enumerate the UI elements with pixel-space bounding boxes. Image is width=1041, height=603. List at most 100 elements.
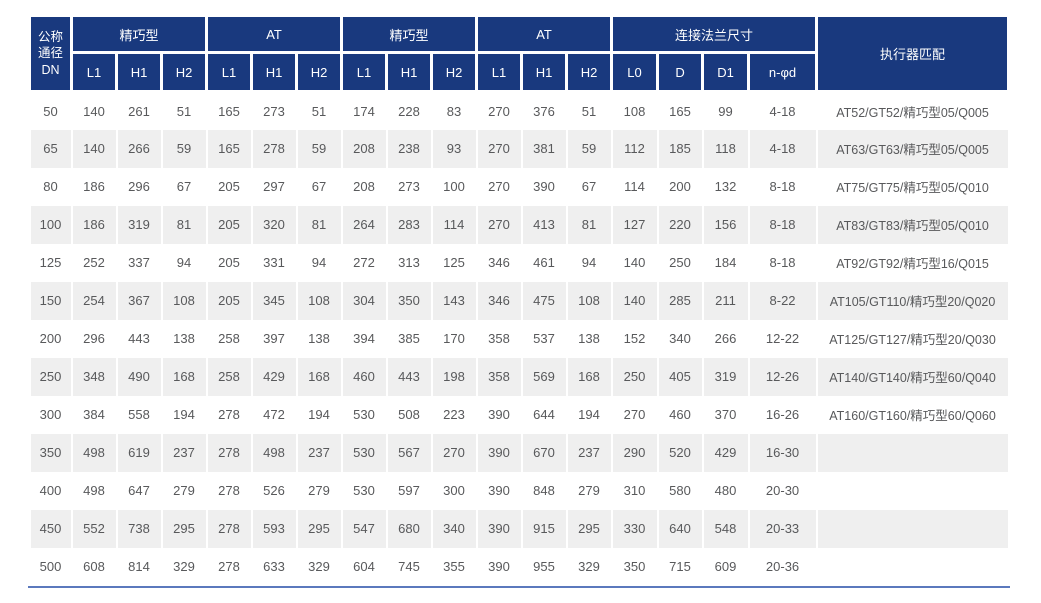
dimension-cell: 394 [340,319,388,358]
dimension-cell: 8-18 [747,167,818,206]
sub-header-h1: H1 [385,51,434,93]
group-header-at-2: AT [475,14,614,54]
dimension-cell: 331 [250,243,298,282]
dimension-cell: 252 [70,243,118,282]
dimension-cell: 508 [385,395,433,434]
dimension-cell: 460 [656,395,704,434]
dimension-cell: 67 [295,167,343,206]
dimension-cell: 270 [475,129,523,168]
table-header: 公称 通径 DN 精巧型 AT 精巧型 AT 连接法兰尺寸 执行器匹配 L1 H… [28,14,1010,93]
dimension-cell: 67 [565,167,613,206]
dimension-cell: 108 [610,91,659,130]
dimension-cell: 258 [205,319,253,358]
dimension-cell: 184 [701,243,750,282]
dimension-cell: 310 [610,471,659,510]
dimension-cell: 738 [115,509,163,548]
dimension-cell: 355 [430,547,478,586]
dimension-cell: 94 [160,243,208,282]
dimension-cell: 285 [656,281,704,320]
dimension-cell: 278 [205,509,253,548]
dn-cell: 400 [28,471,73,510]
sub-header-row: L1 H1 H2 L1 H1 H2 L1 H1 H2 L1 H1 H2 L0 D… [30,51,1009,93]
dimension-cell: 156 [701,205,750,244]
col-header-actuator: 执行器匹配 [815,14,1010,93]
dimension-cell: 358 [475,319,523,358]
dimension-cell: 295 [160,509,208,548]
dimension-cell: 390 [475,433,523,472]
dimension-cell: 279 [160,471,208,510]
dimension-cell: 114 [610,167,659,206]
dimension-cell: 220 [656,205,704,244]
dimension-cell: 490 [115,357,163,396]
table-row: 100 186 319 81 205 320 81 264 283 114 270 413 81 127 2… [28,205,1010,244]
dimension-cell: 390 [475,509,523,548]
dimension-cell: 250 [656,243,704,282]
dimension-cell: 67 [160,167,208,206]
dimension-cell: 272 [340,243,388,282]
dimension-cell: 108 [160,281,208,320]
dn-cell: 250 [28,357,73,396]
actuator-cell: AT52/GT52/精巧型05/Q005 [815,91,1010,130]
dimension-cell: 273 [250,91,298,130]
dimension-cell: 20-36 [747,547,818,586]
dimension-cell: 537 [520,319,568,358]
dimension-cell: 520 [656,433,704,472]
dimension-cell: 186 [70,167,118,206]
sub-header-l1: L1 [475,51,524,93]
actuator-cell: AT160/GT160/精巧型60/Q060 [815,395,1010,434]
dn-cell: 50 [28,91,73,130]
dimension-cell: 304 [340,281,388,320]
dn-cell: 80 [28,167,73,206]
table-row: 125 252 337 94 205 331 94 272 313 125 346 461 94 140 2… [28,243,1010,282]
dimension-cell: 530 [340,433,388,472]
dimension-cell: 558 [115,395,163,434]
group-header-row: 公称 通径 DN 精巧型 AT 精巧型 AT 连接法兰尺寸 执行器匹配 [28,14,1010,93]
dimension-cell: 319 [115,205,163,244]
dimension-cell: 20-33 [747,509,818,548]
dimension-cell: 319 [701,357,750,396]
sub-header-h1: H1 [520,51,569,93]
table-row: 350 498 619 237 278 498 237 530 567 270 390 670 237 2… [28,433,1010,472]
dn-cell: 450 [28,509,73,548]
sub-header-l1: L1 [340,51,389,93]
dimension-cell: 140 [70,91,118,130]
dimension-cell: 814 [115,547,163,586]
dimension-cell: 580 [656,471,704,510]
sub-header-l0: L0 [610,51,660,93]
dimension-cell: 140 [70,129,118,168]
dimension-cell: 270 [475,205,523,244]
sub-header-h1: H1 [115,51,163,93]
actuator-cell [815,547,1010,586]
dimension-cell: 296 [115,167,163,206]
dimension-cell: 498 [70,471,118,510]
dimension-cell: 390 [520,167,568,206]
group-header-flange: 连接法兰尺寸 [610,14,819,54]
group-header-at-1: AT [205,14,344,54]
table-row: 400 498 647 279 278 526 279 530 597 300 390 848 279 3… [28,471,1010,510]
dimension-cell: 443 [385,357,433,396]
dimension-cell: 715 [656,547,704,586]
dimension-cell: 278 [205,433,253,472]
dimension-cell: 170 [430,319,478,358]
dimension-cell: 51 [295,91,343,130]
actuator-cell: AT105/GT110/精巧型20/Q020 [815,281,1010,320]
dimension-cell: 174 [340,91,388,130]
dimension-cell: 270 [475,91,523,130]
dimension-table: 公称 通径 DN 精巧型 AT 精巧型 AT 连接法兰尺寸 执行器匹配 L1 H… [28,14,1010,586]
dimension-cell: 81 [295,205,343,244]
actuator-cell: AT83/GT83/精巧型05/Q010 [815,205,1010,244]
dimension-cell: 461 [520,243,568,282]
dimension-cell: 278 [205,395,253,434]
dimension-cell: 329 [295,547,343,586]
dimension-cell: 112 [610,129,659,168]
dimension-cell: 205 [205,281,253,320]
dimension-cell: 99 [701,91,750,130]
dimension-cell: 59 [295,129,343,168]
actuator-cell [815,471,1010,510]
table-row: 50 140 261 51 165 273 51 174 228 83 270 376 51 108 165… [28,91,1010,130]
dimension-cell: 200 [656,167,704,206]
dimension-cell: 8-18 [747,243,818,282]
dimension-cell: 270 [430,433,478,472]
dimension-cell: 955 [520,547,568,586]
dimension-cell: 12-26 [747,357,818,396]
